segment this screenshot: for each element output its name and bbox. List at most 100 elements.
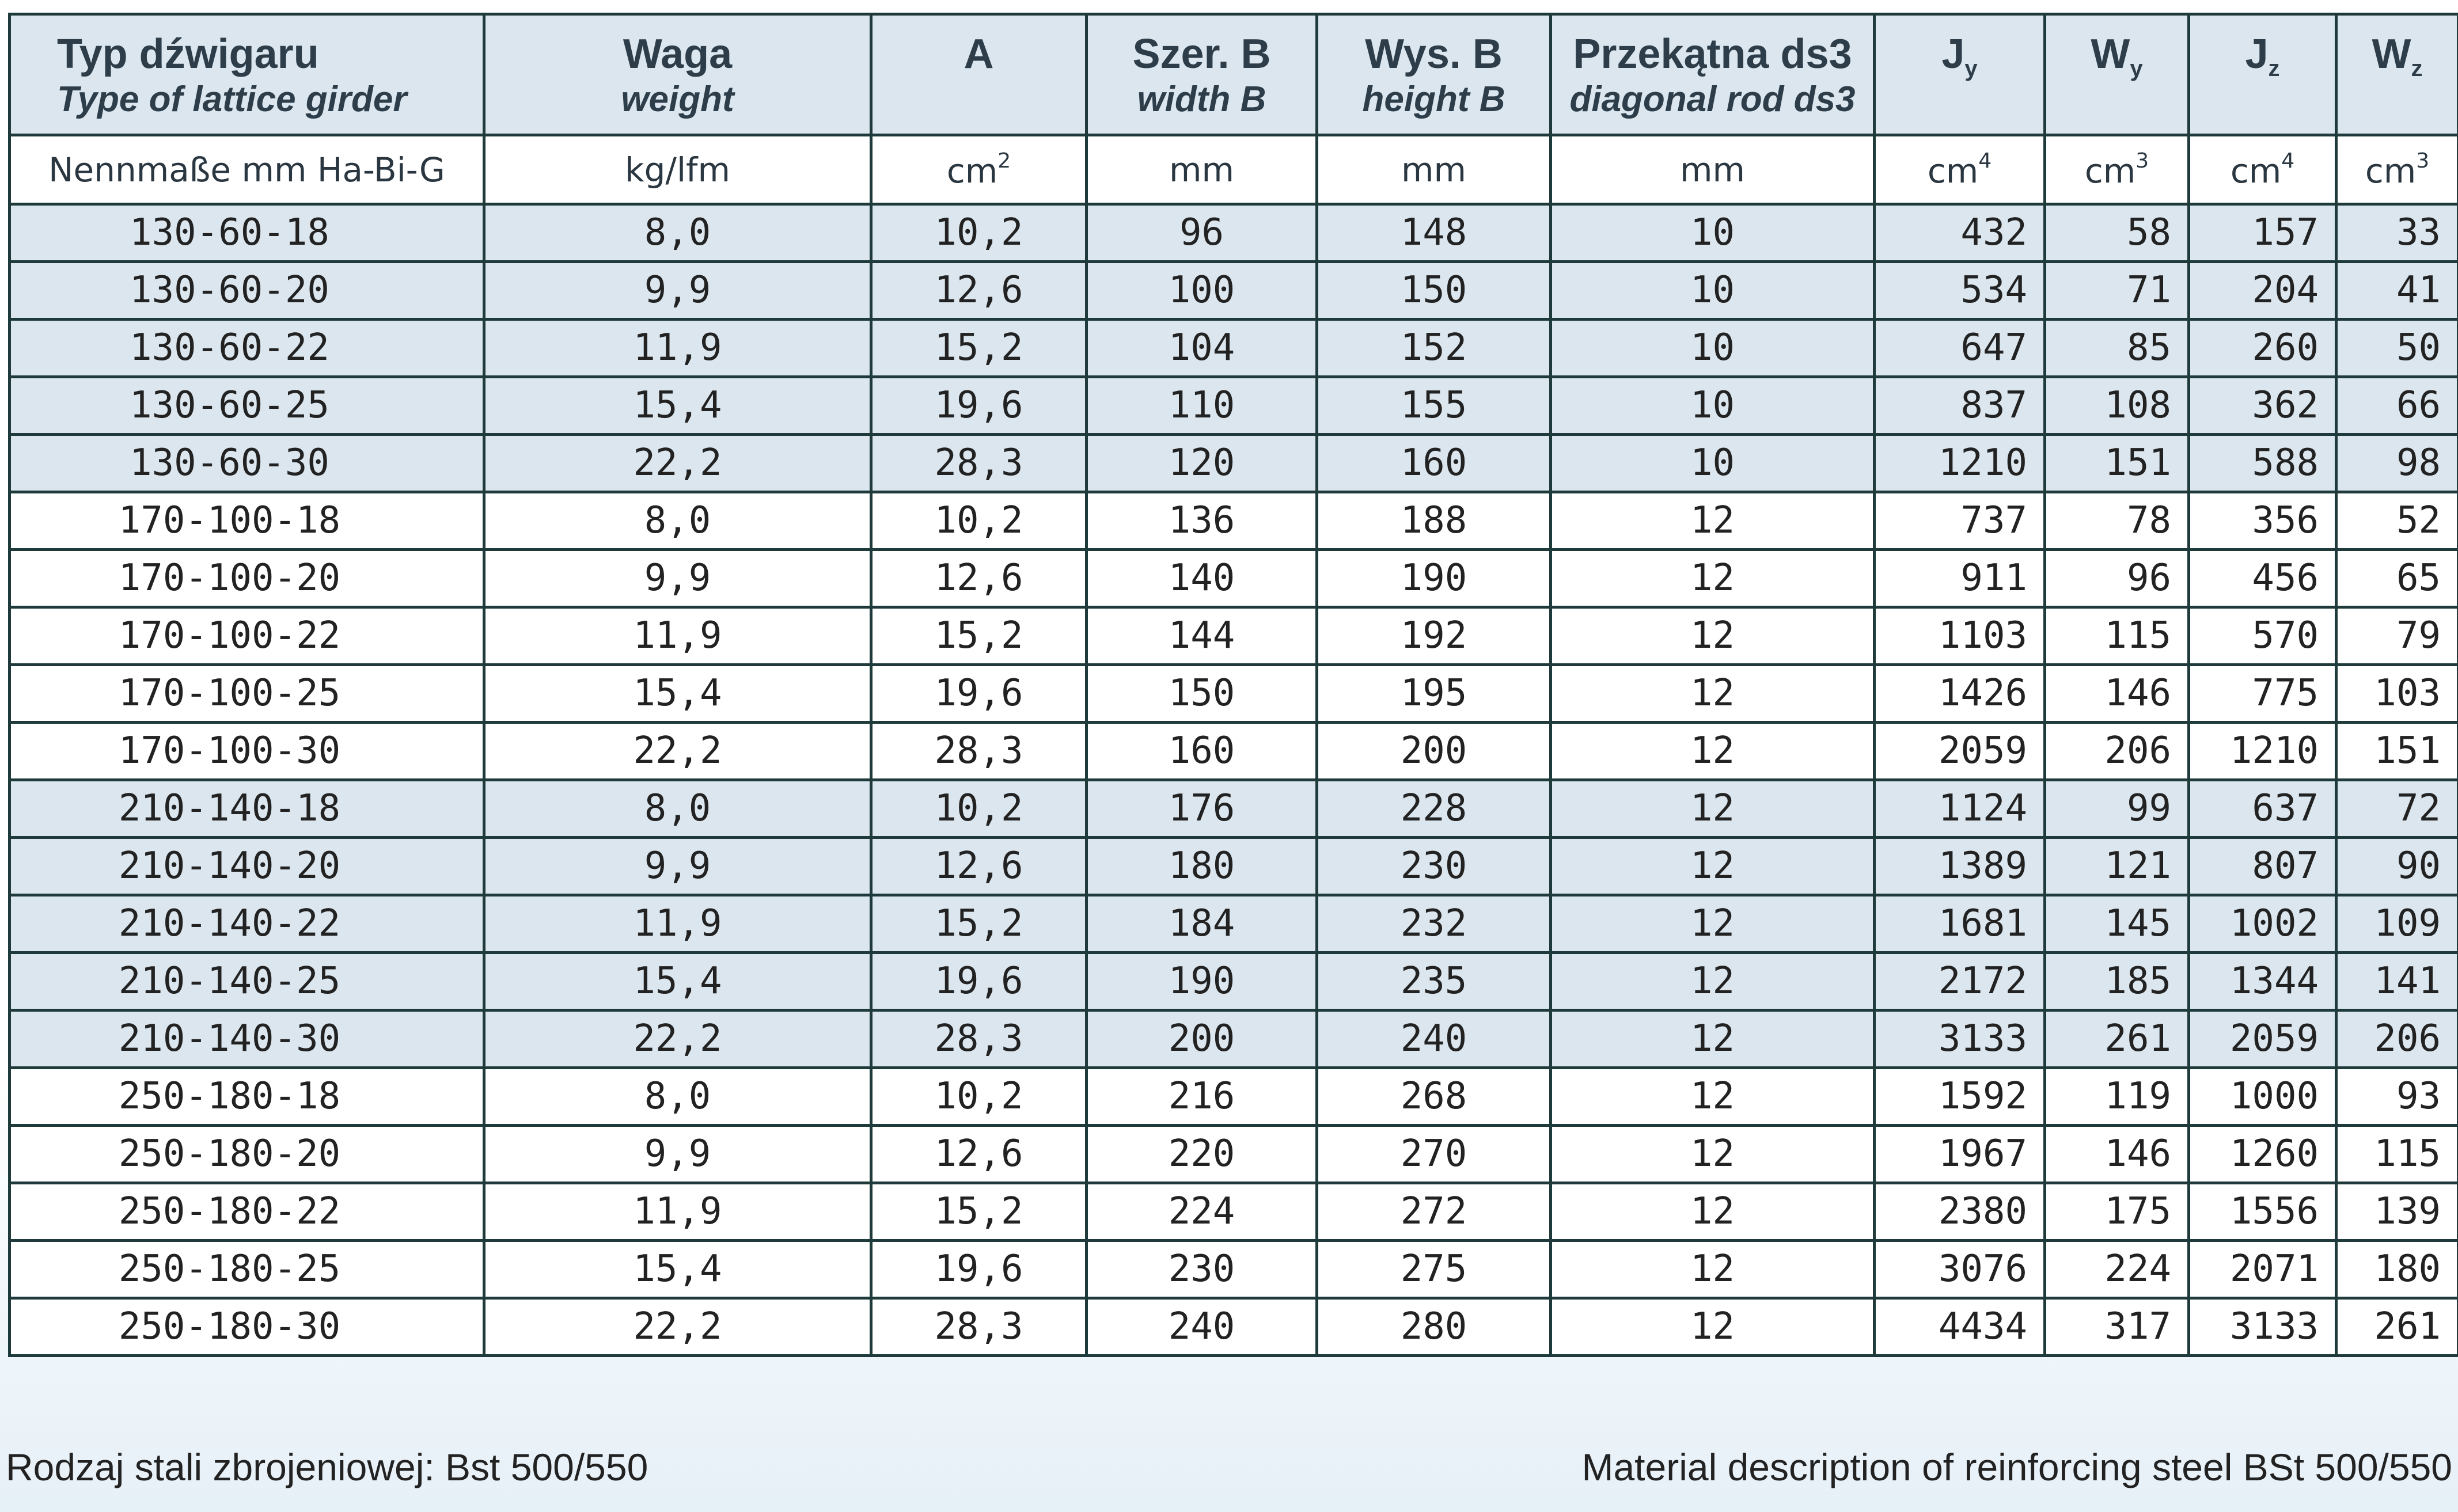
cell-wz: 50 [2335,318,2458,378]
cell-wy: 85 [2043,318,2190,378]
header-jz-label: Jz [2245,31,2280,81]
cell-diagonal: 12 [1549,721,1876,781]
cell-jy: 432 [1873,203,2046,263]
cell-height: 228 [1315,778,1552,839]
cell-area: 28,3 [870,433,1088,493]
header-area: A [870,13,1088,136]
cell-girder-type: 250-180-18 [8,1066,485,1127]
cell-wy: 78 [2043,491,2190,551]
cell-girder-type: 130-60-18 [8,203,485,263]
cell-height: 188 [1315,491,1552,551]
lattice-girder-table: Typ dźwigaru Type of lattice girder Waga… [8,13,2458,1357]
table-row: 170-100-18 8,0 10,2 136 188 12 737 78 356 52 [8,491,2458,551]
cell-wz: 206 [2335,1009,2458,1069]
header-girder-type: Typ dźwigaru Type of lattice girder [8,13,485,136]
cell-jy: 2380 [1873,1182,2046,1242]
cell-wz: 109 [2335,894,2458,954]
cell-height: 235 [1315,951,1552,1012]
table-body: 130-60-18 8,0 10,2 96 148 10 432 58 157 33 130-60-… [8,203,2458,1357]
header-diagonal-en: diagonal rod ds3 [1569,79,1856,119]
header-width-en: width B [1137,79,1266,119]
unit-wy: cm3 [2043,134,2190,206]
cell-jz: 775 [2187,663,2338,724]
cell-height: 160 [1315,433,1552,493]
cell-diagonal: 12 [1549,1182,1876,1242]
unit-wz: cm3 [2335,134,2458,206]
header-weight-en: weight [621,79,734,119]
cell-jy: 3076 [1873,1239,2046,1300]
cell-diagonal: 10 [1549,375,1876,436]
cell-jz: 204 [2187,260,2338,321]
cell-wy: 175 [2043,1182,2190,1242]
table-row: 250-180-30 22,2 28,3 240 280 12 4434 317 3133 261 [8,1297,2458,1357]
cell-wz: 103 [2335,663,2458,724]
table-row: 170-100-22 11,9 15,2 144 192 12 1103 115 570 79 [8,606,2458,666]
cell-height: 268 [1315,1066,1552,1127]
cell-wy: 185 [2043,951,2190,1012]
cell-diagonal: 12 [1549,1239,1876,1300]
cell-weight: 15,4 [483,951,873,1012]
cell-wy: 58 [2043,203,2190,263]
cell-weight: 15,4 [483,375,873,436]
cell-weight: 22,2 [483,721,873,781]
cell-width: 220 [1085,1124,1318,1184]
table-header: Typ dźwigaru Type of lattice girder Waga… [8,13,2458,206]
unit-jy: cm4 [1873,134,2046,206]
cell-jy: 1124 [1873,778,2046,839]
cell-jz: 807 [2187,836,2338,896]
table-row: 250-180-18 8,0 10,2 216 268 12 1592 119 1000 93 [8,1066,2458,1127]
header-row-units: Nennmaße mm Ha-Bi-G kg/lfm cm2 mm mm mm … [8,134,2458,206]
cell-height: 230 [1315,836,1552,896]
cell-jz: 2071 [2187,1239,2338,1300]
cell-jz: 456 [2187,548,2338,609]
cell-girder-type: 170-100-30 [8,721,485,781]
cell-wz: 139 [2335,1182,2458,1242]
cell-wy: 96 [2043,548,2190,609]
cell-wy: 99 [2043,778,2190,839]
cell-area: 10,2 [870,491,1088,551]
cell-area: 12,6 [870,836,1088,896]
cell-diagonal: 12 [1549,1124,1876,1184]
cell-jy: 1103 [1873,606,2046,666]
cell-girder-type: 130-60-30 [8,433,485,493]
cell-width: 160 [1085,721,1318,781]
cell-height: 272 [1315,1182,1552,1242]
cell-girder-type: 210-140-20 [8,836,485,896]
cell-diagonal: 12 [1549,778,1876,839]
cell-girder-type: 130-60-25 [8,375,485,436]
header-jy: Jy [1873,13,2046,136]
cell-girder-type: 130-60-22 [8,318,485,378]
cell-wz: 41 [2335,260,2458,321]
cell-weight: 9,9 [483,548,873,609]
cell-width: 150 [1085,663,1318,724]
cell-width: 180 [1085,836,1318,896]
cell-diagonal: 12 [1549,606,1876,666]
cell-area: 15,2 [870,894,1088,954]
header-jz: Jz [2187,13,2338,136]
cell-width: 144 [1085,606,1318,666]
cell-weight: 11,9 [483,894,873,954]
cell-jy: 1967 [1873,1124,2046,1184]
cell-diagonal: 12 [1549,1297,1876,1357]
table-row: 130-60-18 8,0 10,2 96 148 10 432 58 157 33 [8,203,2458,263]
table-row: 170-100-25 15,4 19,6 150 195 12 1426 146 775 103 [8,663,2458,724]
cell-height: 240 [1315,1009,1552,1069]
cell-jz: 362 [2187,375,2338,436]
cell-jy: 1681 [1873,894,2046,954]
cell-diagonal: 12 [1549,491,1876,551]
header-width: Szer. B width B [1085,13,1318,136]
cell-jz: 356 [2187,491,2338,551]
cell-diagonal: 12 [1549,1009,1876,1069]
cell-wz: 98 [2335,433,2458,493]
cell-weight: 8,0 [483,778,873,839]
cell-wz: 261 [2335,1297,2458,1357]
cell-girder-type: 210-140-25 [8,951,485,1012]
cell-width: 140 [1085,548,1318,609]
cell-area: 28,3 [870,721,1088,781]
unit-height: mm [1315,134,1552,206]
cell-jz: 1002 [2187,894,2338,954]
cell-diagonal: 12 [1549,894,1876,954]
cell-area: 15,2 [870,606,1088,666]
cell-wy: 224 [2043,1239,2190,1300]
cell-jz: 1556 [2187,1182,2338,1242]
